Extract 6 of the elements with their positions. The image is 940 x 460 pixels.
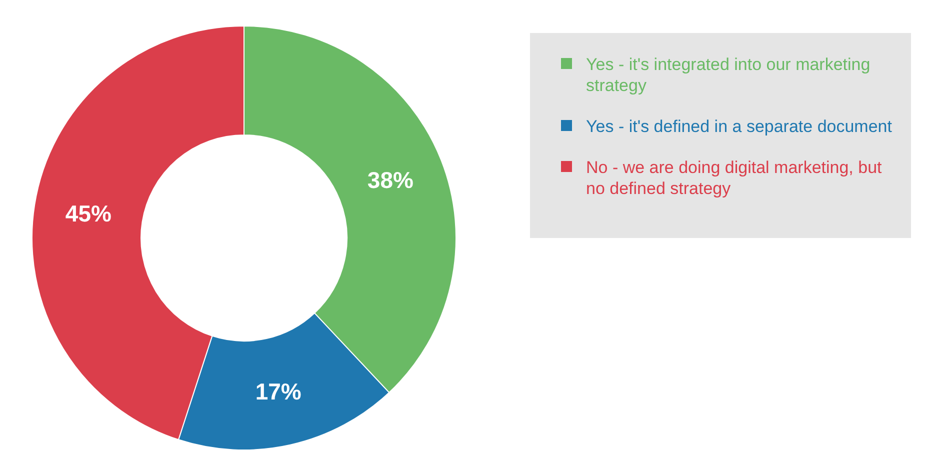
legend-label: Yes - it's defined in a separate document: [586, 117, 892, 136]
legend-label: Yes - it's integrated into our marketing strategy: [586, 55, 870, 95]
legend-label: No - we are doing digital marketing, but no defined strategy: [586, 158, 882, 198]
data-label: 17%: [255, 378, 302, 405]
data-label: 45%: [65, 200, 112, 226]
data-label: 38%: [367, 167, 414, 194]
